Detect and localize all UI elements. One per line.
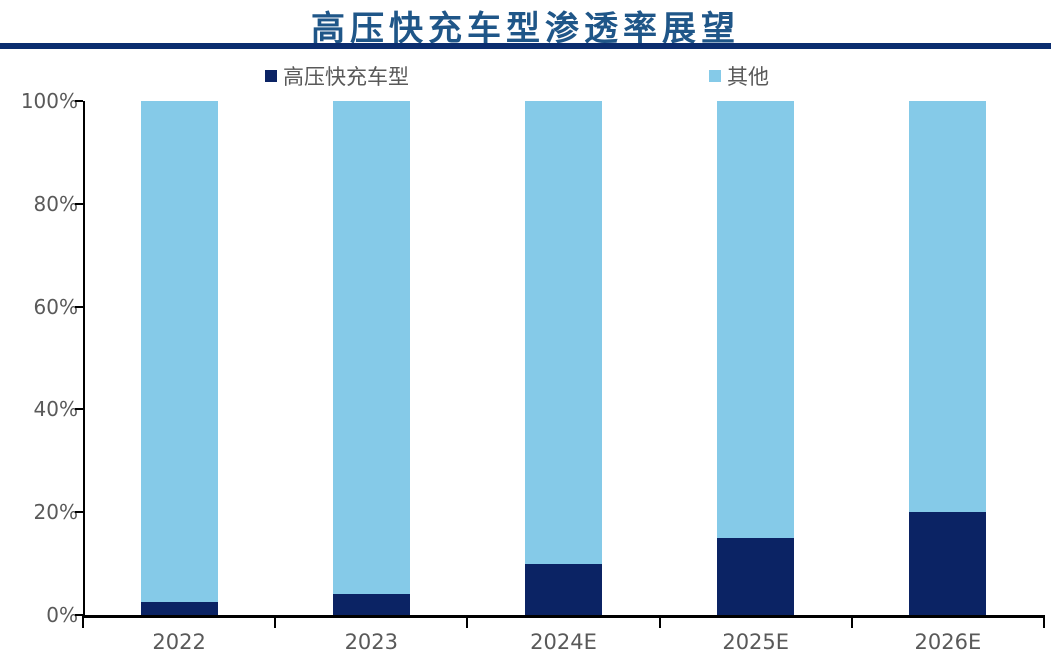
y-axis-line	[83, 101, 85, 618]
y-tick-label-80: 80%	[33, 191, 78, 216]
bar-2024e-other	[525, 101, 602, 564]
y-tick-label-20: 20%	[33, 500, 78, 525]
y-tick-label-40: 40%	[33, 397, 78, 422]
y-tick-label-0: 0%	[46, 603, 78, 627]
bar-2025e-other	[717, 101, 795, 538]
bar-2026e-other	[909, 101, 987, 513]
x-tick-2	[466, 615, 469, 628]
bar-2022-other	[140, 101, 218, 603]
x-tick-label-2024e: 2024E	[530, 630, 597, 654]
legend-item-fast-charge: 高压快充车型	[265, 61, 409, 91]
x-tick-label-2025e: 2025E	[722, 630, 790, 654]
x-tick-label-2022: 2022	[152, 630, 206, 654]
y-tick-label-100: 100%	[20, 89, 78, 113]
x-tick-5	[1043, 615, 1045, 628]
x-tick-label-2023: 2023	[344, 630, 399, 654]
legend-item-other: 其他	[709, 61, 769, 91]
x-tick-label-2026e: 2026E	[914, 630, 982, 654]
title-divider	[0, 43, 1051, 49]
bar-2024e-fast-charge	[525, 563, 602, 615]
y-tick-80	[75, 202, 83, 205]
y-tick-40	[75, 408, 83, 411]
plot-area	[83, 101, 1044, 615]
legend-label-fast-charge: 高压快充车型	[283, 65, 409, 89]
x-tick-3	[658, 615, 661, 628]
x-tick-0	[82, 615, 84, 628]
x-tick-1	[274, 615, 277, 628]
legend-label-other: 其他	[727, 65, 769, 89]
y-tick-20	[75, 511, 83, 514]
x-tick-4	[850, 615, 853, 628]
y-tick-0	[75, 614, 83, 616]
bar-2026e-fast-charge	[909, 512, 987, 615]
legend-swatch-fast-charge	[265, 70, 277, 82]
page-title: 高压快充车型渗透率展望	[311, 9, 740, 49]
y-tick-100	[75, 100, 83, 102]
bar-2025e-fast-charge	[717, 537, 795, 615]
bar-2022-fast-charge	[140, 602, 218, 615]
x-axis-line	[83, 615, 1044, 618]
bar-2023-other	[332, 101, 410, 595]
y-tick-label-60: 60%	[33, 294, 78, 319]
bar-2023-fast-charge	[332, 594, 410, 615]
y-tick-60	[75, 305, 83, 308]
legend-swatch-other	[709, 70, 721, 82]
